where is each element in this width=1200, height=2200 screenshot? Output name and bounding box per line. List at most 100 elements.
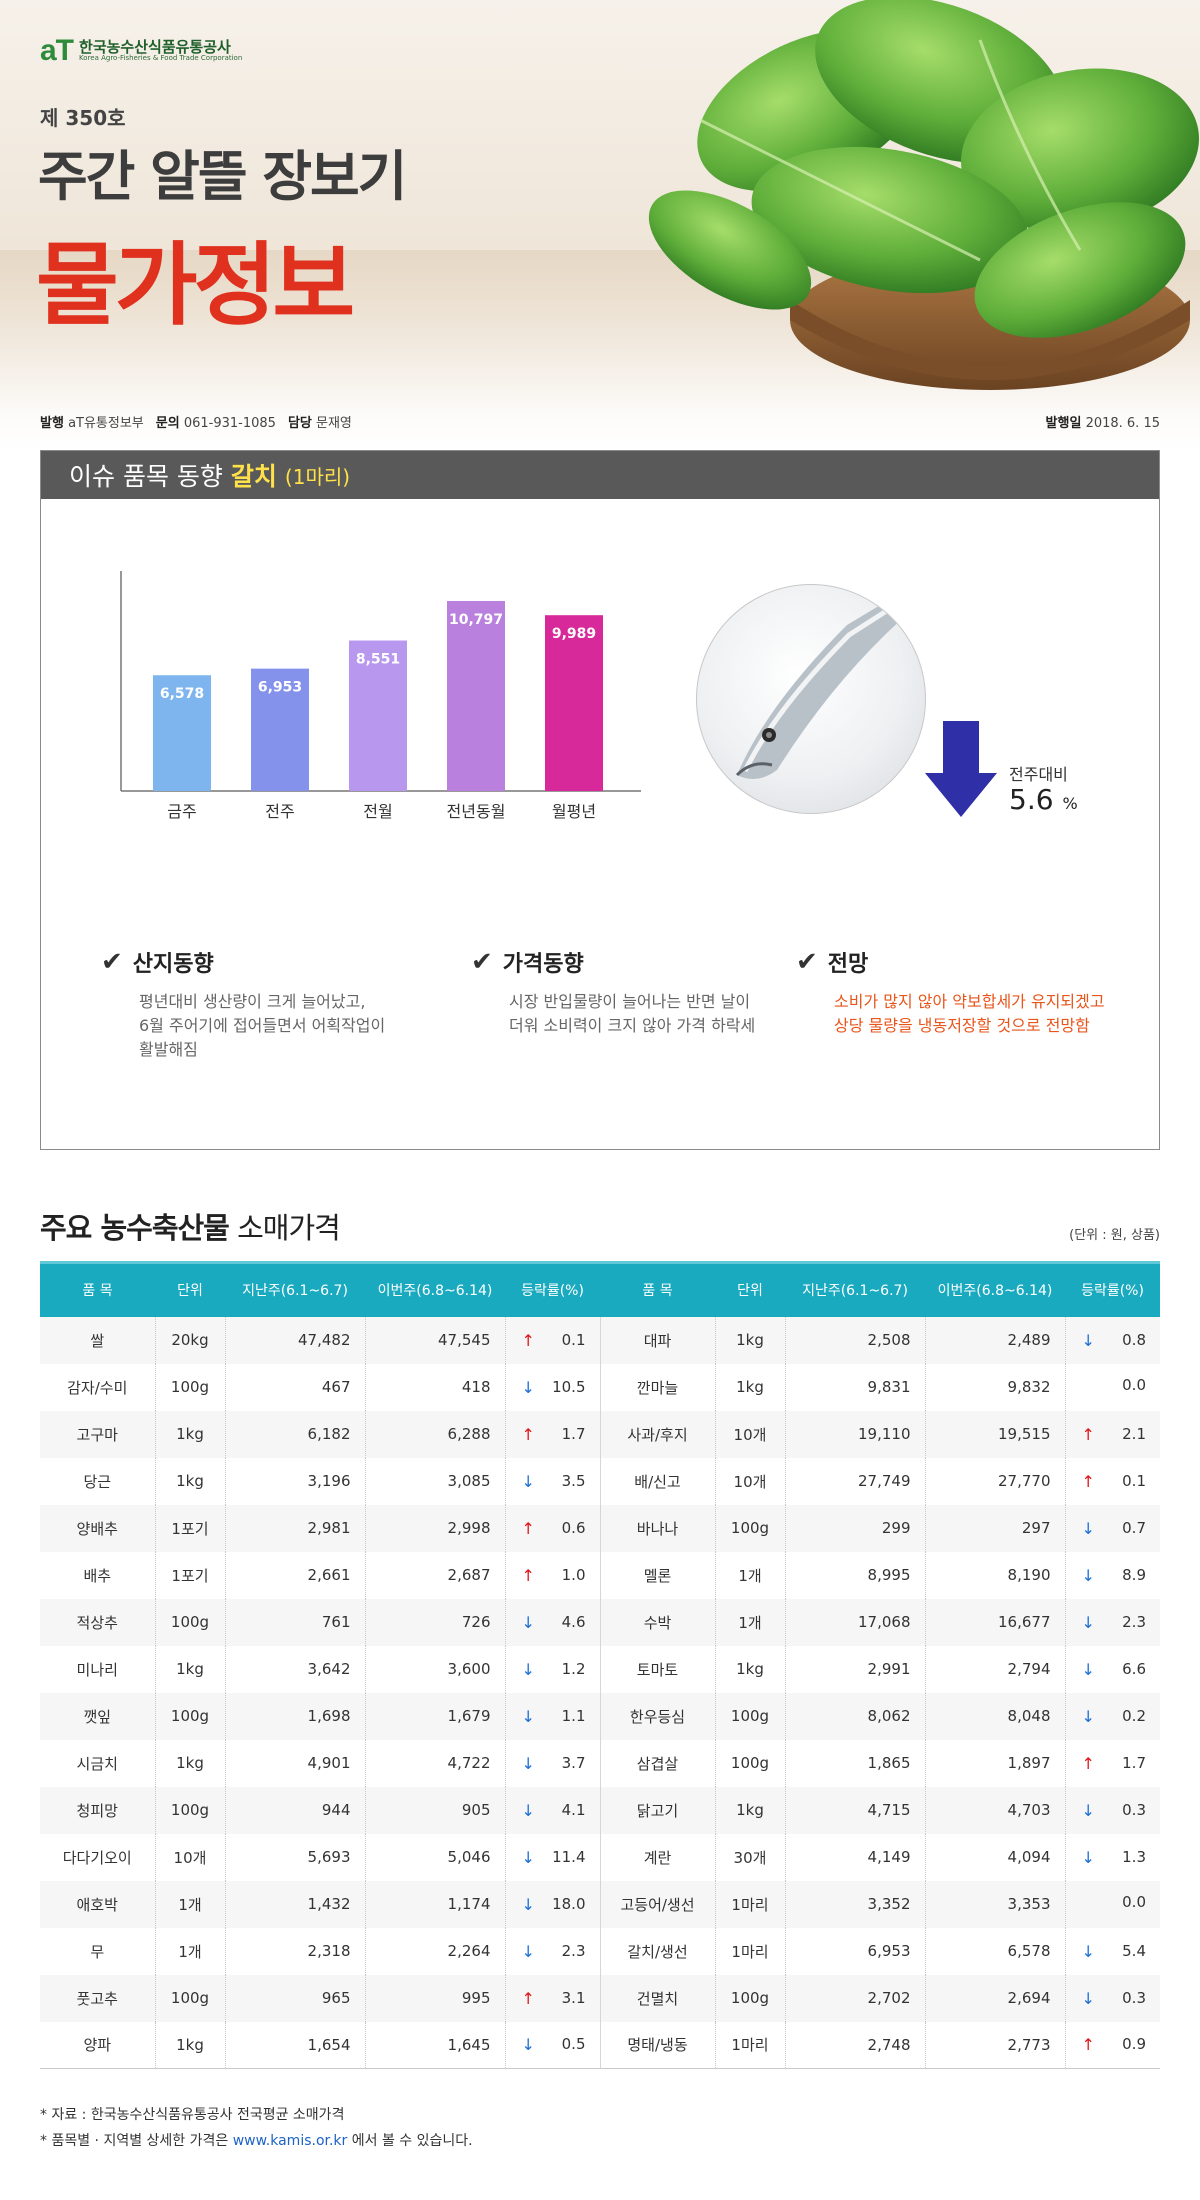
down-arrow-icon: ↓ bbox=[1081, 1941, 1095, 1961]
table-cell: 418 bbox=[365, 1363, 506, 1411]
table-cell: 1kg bbox=[715, 1786, 786, 1834]
down-arrow-icon: ↓ bbox=[1081, 1330, 1095, 1350]
table-row: 고구마 1kg 6,182 6,288 ↑ 1.7 사과/후지 10개 19,110 19,515… bbox=[40, 1410, 1160, 1458]
table-cell: 3,352 bbox=[785, 1880, 926, 1928]
table-cell: 9,831 bbox=[785, 1363, 926, 1411]
table-cell: 726 bbox=[365, 1598, 506, 1646]
table-row: 다다기오이 10개 5,693 5,046 ↓ 11.4 계란 30개 4,149 4,094 ↓ 1… bbox=[40, 1833, 1160, 1881]
table-row: 미나리 1kg 3,642 3,600 ↓ 1.2 토마토 1kg 2,991 2,794 ↓ 6.6 bbox=[40, 1645, 1160, 1693]
table-cell: 761 bbox=[225, 1598, 366, 1646]
table-cell: 1포기 bbox=[155, 1551, 226, 1599]
data-label: 6,578 bbox=[160, 686, 204, 702]
check-icon: ✔ bbox=[471, 947, 493, 977]
note-line: 활발해짐 bbox=[139, 1040, 198, 1059]
table-cell: 1마리 bbox=[715, 2021, 786, 2069]
table-cell: 적상추 bbox=[40, 1598, 156, 1646]
kamis-link[interactable]: www.kamis.or.kr bbox=[232, 2133, 348, 2149]
note-line: 소비가 많지 않아 약보합세가 유지되겠고 bbox=[834, 992, 1105, 1011]
table-cell: 고등어/생선 bbox=[600, 1880, 716, 1928]
down-arrow-icon: ↓ bbox=[521, 1377, 535, 1397]
table-cell: 멜론 bbox=[600, 1551, 716, 1599]
rate-value: 1.7 bbox=[1122, 1753, 1146, 1772]
rate-value: 2.3 bbox=[1122, 1612, 1146, 1631]
table-cell: 명태/냉동 bbox=[600, 2021, 716, 2069]
up-arrow-icon: ↑ bbox=[1081, 1471, 1095, 1491]
table-cell: 다다기오이 bbox=[40, 1833, 156, 1881]
table-cell: 2,264 bbox=[365, 1927, 506, 1975]
table-cell: 무 bbox=[40, 1927, 156, 1975]
rate-cell: ↓ 8.9 bbox=[1065, 1552, 1160, 1599]
note-origin: ✔ 산지동향 평년대비 생산량이 크게 늘어났고, 6월 주어기에 접어들면서 어… bbox=[101, 946, 431, 1062]
table-cell: 1,865 bbox=[785, 1739, 926, 1787]
manager: 문재영 bbox=[316, 416, 352, 431]
rate-cell: ↓ 1.2 bbox=[505, 1645, 601, 1693]
down-arrow-icon: ↓ bbox=[1081, 1847, 1095, 1867]
rate-cell: ↓ 0.3 bbox=[1065, 1974, 1160, 2022]
down-arrow-icon: ↓ bbox=[521, 2035, 535, 2055]
table-row: 애호박 1개 1,432 1,174 ↓ 18.0 고등어/생선 1마리 3,352 3,353 0… bbox=[40, 1880, 1160, 1928]
table-cell: 8,995 bbox=[785, 1551, 926, 1599]
table-cell: 2,748 bbox=[785, 2021, 926, 2069]
table-cell: 2,694 bbox=[925, 1974, 1066, 2022]
page-subtitle: 물가정보 bbox=[36, 233, 355, 338]
rate-value: 2.1 bbox=[1122, 1424, 1146, 1443]
up-arrow-icon: ↑ bbox=[521, 1518, 535, 1538]
table-cell: 건멸치 bbox=[600, 1974, 716, 2022]
rate-cell: ↑ 2.1 bbox=[1065, 1410, 1160, 1458]
table-cell: 시금치 bbox=[40, 1739, 156, 1787]
rate-value: 0.6 bbox=[561, 1518, 586, 1537]
rate-value: 0.0 bbox=[1122, 1893, 1146, 1911]
table-cell: 1,645 bbox=[365, 2021, 506, 2069]
table-row: 양배추 1포기 2,981 2,998 ↑ 0.6 바나나 100g 299 297 ↓ 0.7 bbox=[40, 1504, 1160, 1552]
table-cell: 사과/후지 bbox=[600, 1410, 716, 1458]
table-cell: 2,998 bbox=[365, 1504, 506, 1552]
x-tick-label: 전년동월 bbox=[447, 802, 506, 821]
down-arrow-icon: ↓ bbox=[521, 1941, 535, 1961]
table-cell: 3,085 bbox=[365, 1457, 506, 1505]
table-cell: 미나리 bbox=[40, 1645, 156, 1693]
rate-value: 0.1 bbox=[1122, 1471, 1146, 1490]
rate-value: 3.5 bbox=[561, 1471, 586, 1490]
rate-cell: ↑ 0.9 bbox=[1065, 2022, 1160, 2069]
rate-cell: ↓ 0.7 bbox=[1065, 1504, 1160, 1552]
rate-value: 8.9 bbox=[1122, 1565, 1146, 1584]
issue-heading: 이슈 품목 동향 bbox=[69, 462, 223, 491]
unit-note: (단위 : 원, 상품) bbox=[1069, 1228, 1160, 1243]
logo[interactable]: aT 한국농수산식품유통공사 Korea Agro-Fisheries & Fo… bbox=[40, 34, 242, 68]
down-arrow-icon: ↓ bbox=[1081, 1612, 1095, 1632]
note-price-trend: ✔ 가격동향 시장 반입물량이 늘어나는 반면 날이 더워 소비력이 크지 않아 … bbox=[471, 946, 801, 1038]
spinach-bowl-image bbox=[648, 0, 1199, 390]
down-arrow-icon: ↓ bbox=[1081, 1659, 1095, 1679]
table-cell: 깻잎 bbox=[40, 1692, 156, 1740]
table-cell: 4,094 bbox=[925, 1833, 1066, 1881]
rate-value: 2.3 bbox=[561, 1941, 586, 1960]
table-row: 무 1개 2,318 2,264 ↓ 2.3 갈치/생선 1마리 6,953 6,578 ↓ 5.4 bbox=[40, 1927, 1160, 1975]
table-cell: 4,703 bbox=[925, 1786, 1066, 1834]
table-cell: 한우등심 bbox=[600, 1692, 716, 1740]
rate-value: 1.3 bbox=[1122, 1847, 1146, 1866]
table-cell: 5,046 bbox=[365, 1833, 506, 1881]
rate-value: 6.6 bbox=[1122, 1659, 1146, 1678]
note-title: 산지동향 bbox=[132, 952, 214, 977]
table-cell: 30개 bbox=[715, 1833, 786, 1881]
table-cell: 배추 bbox=[40, 1551, 156, 1599]
down-arrow-icon: ↓ bbox=[521, 1471, 535, 1491]
table-cell: 당근 bbox=[40, 1457, 156, 1505]
table-cell: 10개 bbox=[155, 1833, 226, 1881]
table-cell: 5,693 bbox=[225, 1833, 366, 1881]
table-cell: 2,661 bbox=[225, 1551, 366, 1599]
down-arrow-icon: ↓ bbox=[1081, 1988, 1095, 2008]
column-header: 단위 bbox=[715, 1261, 785, 1317]
table-cell: 8,062 bbox=[785, 1692, 926, 1740]
rate-cell: ↓ 2.3 bbox=[1065, 1598, 1160, 1646]
table-cell: 6,288 bbox=[365, 1410, 506, 1458]
up-arrow-icon: ↑ bbox=[521, 1330, 535, 1350]
table-cell: 갈치/생선 bbox=[600, 1927, 716, 1975]
bar bbox=[447, 600, 505, 791]
rate-value: 4.1 bbox=[561, 1800, 586, 1819]
table-cell: 965 bbox=[225, 1974, 366, 2022]
down-arrow-icon: ↓ bbox=[1081, 1706, 1095, 1726]
rate-cell: ↓ 0.5 bbox=[505, 2021, 601, 2069]
table-cell: 풋고추 bbox=[40, 1974, 156, 2022]
